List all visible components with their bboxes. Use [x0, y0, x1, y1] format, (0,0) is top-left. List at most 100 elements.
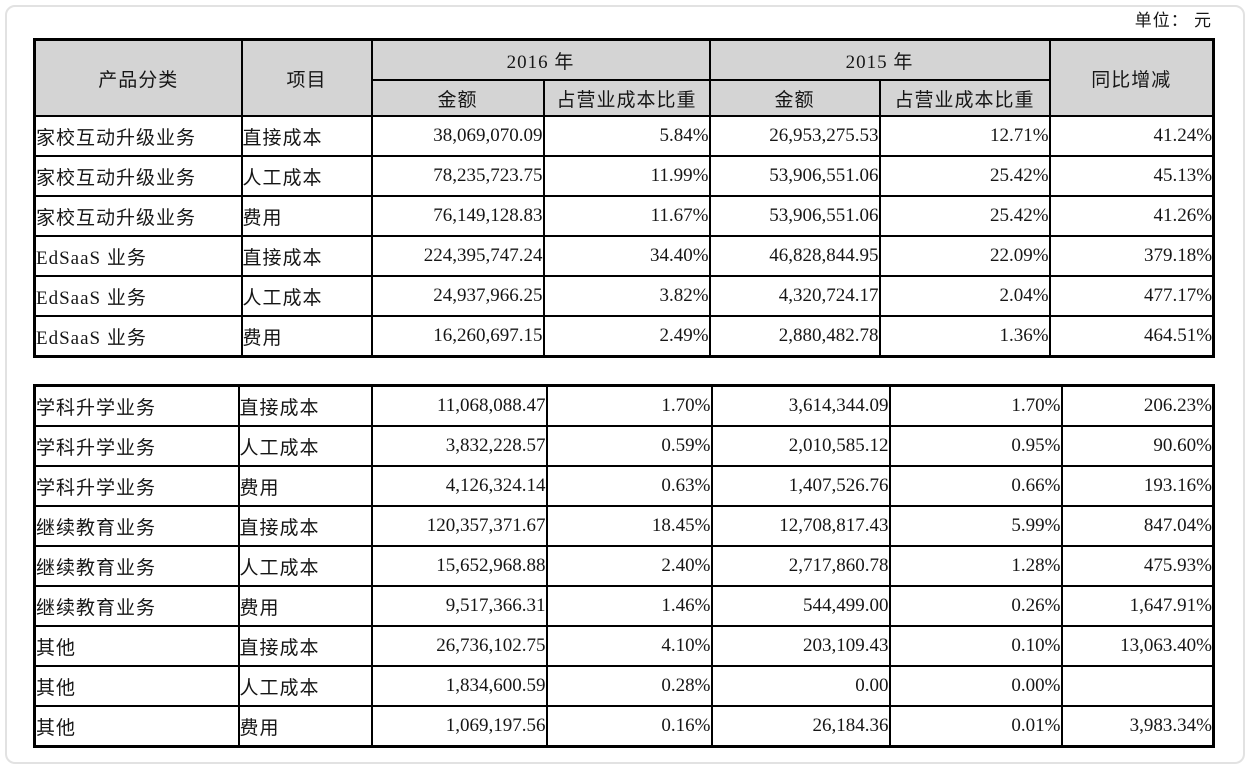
cell-amount-2015: 2,010,585.12 — [710, 425, 891, 467]
header-row-groups: 产品分类 项目 2016 年 2015 年 同比增减 — [33, 38, 1215, 117]
cell-cost-ratio-2015: 12.71% — [878, 115, 1051, 157]
cell-cost-ratio-2015: 22.09% — [878, 235, 1051, 277]
cell-yoy-change: 847.04% — [1060, 505, 1215, 547]
cell-amount-2015: 53,906,551.06 — [708, 155, 881, 197]
cell-cost-ratio-2015: 0.26% — [888, 585, 1063, 627]
cell-product-category: EdSaaS 业务 — [33, 315, 243, 358]
cell-yoy-change: 41.24% — [1048, 115, 1215, 157]
cell-item: 直接成本 — [237, 505, 373, 547]
cell-amount-2015: 12,708,817.43 — [710, 505, 891, 547]
cell-cost-ratio-2016: 5.84% — [542, 115, 711, 157]
cell-item: 费用 — [240, 315, 373, 358]
cell-cost-ratio-2015: 25.42% — [878, 195, 1051, 237]
cell-item: 费用 — [237, 465, 373, 507]
header-cost-ratio-2015: 占营业成本比重 — [878, 79, 1051, 117]
cell-cost-ratio-2016: 18.45% — [545, 505, 713, 547]
cell-item: 人工成本 — [237, 545, 373, 587]
cost-table-main: 产品分类 项目 2016 年 2015 年 同比增减 金额 占营业成本比重 金额… — [33, 38, 1216, 358]
cell-item: 直接成本 — [240, 115, 373, 157]
cell-product-category: 继续教育业务 — [33, 585, 240, 627]
cell-cost-ratio-2016: 11.67% — [542, 195, 711, 237]
cell-amount-2016: 120,357,371.67 — [370, 505, 548, 547]
cell-yoy-change: 477.17% — [1048, 275, 1215, 317]
cell-amount-2015: 53,906,551.06 — [708, 195, 881, 237]
cell-yoy-change: 206.23% — [1060, 384, 1215, 427]
cell-cost-ratio-2015: 2.04% — [878, 275, 1051, 317]
cell-amount-2016: 1,834,600.59 — [370, 665, 548, 707]
cell-yoy-change — [1060, 665, 1215, 707]
cell-amount-2015: 26,184.36 — [710, 705, 891, 748]
cell-amount-2015: 3,614,344.09 — [710, 384, 891, 427]
cell-item: 直接成本 — [237, 625, 373, 667]
cell-cost-ratio-2015: 1.70% — [888, 384, 1063, 427]
header-year-2016: 2016 年 — [370, 38, 711, 81]
cell-amount-2016: 16,260,697.15 — [370, 315, 545, 358]
cell-cost-ratio-2016: 0.63% — [545, 465, 713, 507]
table-row: 学科升学业务 直接成本 11,068,088.47 1.70% 3,614,344.09… — [33, 384, 1215, 427]
table-row: 继续教育业务 直接成本 120,357,371.67 18.45% 12,708,817… — [33, 505, 1215, 547]
cell-cost-ratio-2015: 25.42% — [878, 155, 1051, 197]
cell-amount-2016: 38,069,070.09 — [370, 115, 545, 157]
cell-cost-ratio-2015: 1.28% — [888, 545, 1063, 587]
cell-amount-2015: 203,109.43 — [710, 625, 891, 667]
cost-table-header: 产品分类 项目 2016 年 2015 年 同比增减 金额 占营业成本比重 金额… — [33, 38, 1215, 117]
cell-product-category: EdSaaS 业务 — [33, 235, 243, 277]
cost-table-body-top: 家校互动升级业务 直接成本 38,069,070.09 5.84% 26,953,275… — [33, 115, 1215, 358]
table-row: EdSaaS 业务 直接成本 224,395,747.24 34.40% 46,828,… — [33, 235, 1215, 277]
cell-amount-2016: 26,736,102.75 — [370, 625, 548, 667]
cell-item: 人工成本 — [240, 275, 373, 317]
cell-cost-ratio-2015: 0.00% — [888, 665, 1063, 707]
cell-item: 人工成本 — [237, 425, 373, 467]
cell-yoy-change: 379.18% — [1048, 235, 1215, 277]
cell-item: 人工成本 — [237, 665, 373, 707]
cell-amount-2015: 46,828,844.95 — [708, 235, 881, 277]
cell-yoy-change: 464.51% — [1048, 315, 1215, 358]
cell-yoy-change: 475.93% — [1060, 545, 1215, 587]
cell-product-category: 家校互动升级业务 — [33, 115, 243, 157]
cell-item: 直接成本 — [237, 384, 373, 427]
cell-yoy-change: 193.16% — [1060, 465, 1215, 507]
cell-amount-2016: 76,149,128.83 — [370, 195, 545, 237]
cell-cost-ratio-2016: 1.70% — [545, 384, 713, 427]
cell-amount-2015: 2,880,482.78 — [708, 315, 881, 358]
cell-cost-ratio-2016: 11.99% — [542, 155, 711, 197]
header-year-2015: 2015 年 — [708, 38, 1051, 81]
table-row: EdSaaS 业务 费用 16,260,697.15 2.49% 2,880,482.7… — [33, 315, 1215, 358]
cell-amount-2015: 0.00 — [710, 665, 891, 707]
header-cost-ratio-2016: 占营业成本比重 — [542, 79, 711, 117]
cell-yoy-change: 13,063.40% — [1060, 625, 1215, 667]
cell-product-category: 继续教育业务 — [33, 505, 240, 547]
cell-product-category: 其他 — [33, 705, 240, 748]
cell-item: 直接成本 — [240, 235, 373, 277]
cell-item: 费用 — [240, 195, 373, 237]
table-row: 家校互动升级业务 人工成本 78,235,723.75 11.99% 53,906,55… — [33, 155, 1215, 197]
cell-amount-2016: 11,068,088.47 — [370, 384, 548, 427]
table-row: 其他 直接成本 26,736,102.75 4.10% 203,109.43 0.10% 1… — [33, 625, 1215, 667]
cell-yoy-change: 41.26% — [1048, 195, 1215, 237]
cell-amount-2015: 1,407,526.76 — [710, 465, 891, 507]
cell-yoy-change: 1,647.91% — [1060, 585, 1215, 627]
cell-yoy-change: 90.60% — [1060, 425, 1215, 467]
cell-yoy-change: 45.13% — [1048, 155, 1215, 197]
table-row: 家校互动升级业务 费用 76,149,128.83 11.67% 53,906,551.… — [33, 195, 1215, 237]
cell-product-category: 其他 — [33, 625, 240, 667]
table-row: 其他 费用 1,069,197.56 0.16% 26,184.36 0.01% 3,983… — [33, 705, 1215, 748]
cell-cost-ratio-2016: 0.16% — [545, 705, 713, 748]
cell-amount-2015: 26,953,275.53 — [708, 115, 881, 157]
cell-cost-ratio-2015: 0.66% — [888, 465, 1063, 507]
table-row: EdSaaS 业务 人工成本 24,937,966.25 3.82% 4,320,724… — [33, 275, 1215, 317]
cell-cost-ratio-2016: 2.49% — [542, 315, 711, 358]
cell-amount-2016: 3,832,228.57 — [370, 425, 548, 467]
cell-amount-2016: 9,517,366.31 — [370, 585, 548, 627]
cell-amount-2016: 15,652,968.88 — [370, 545, 548, 587]
cell-amount-2016: 24,937,966.25 — [370, 275, 545, 317]
cell-item: 费用 — [237, 705, 373, 748]
table-row: 家校互动升级业务 直接成本 38,069,070.09 5.84% 26,953,275… — [33, 115, 1215, 157]
cell-yoy-change: 3,983.34% — [1060, 705, 1215, 748]
table-row: 继续教育业务 人工成本 15,652,968.88 2.40% 2,717,860.78… — [33, 545, 1215, 587]
cell-amount-2015: 544,499.00 — [710, 585, 891, 627]
header-product-category: 产品分类 — [33, 38, 243, 117]
cell-product-category: EdSaaS 业务 — [33, 275, 243, 317]
header-row-subcolumns: 金额 占营业成本比重 金额 占营业成本比重 — [35, 79, 1214, 117]
cell-cost-ratio-2015: 0.10% — [888, 625, 1063, 667]
